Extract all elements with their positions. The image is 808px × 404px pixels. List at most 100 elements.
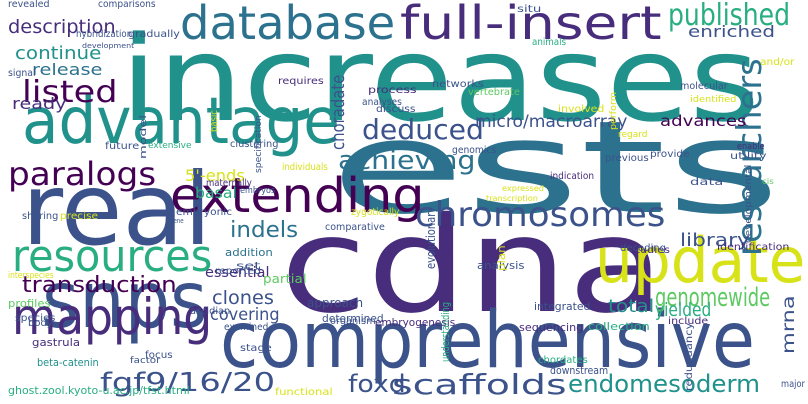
cloud-word: published	[668, 0, 790, 33]
cloud-word: networks	[432, 79, 484, 90]
cloud-word: continue	[15, 43, 102, 64]
cloud-word: embryos	[240, 186, 276, 196]
cloud-word: release	[32, 60, 103, 79]
cloud-word: analysis	[477, 259, 525, 272]
cloud-word: regard	[618, 130, 648, 140]
cloud-word: zygotically	[351, 207, 400, 218]
cloud-word: ghost.zool.kyoto-u.ac.jp/tfst.html	[8, 384, 190, 397]
cloud-word: covering	[210, 305, 280, 325]
cloud-word: interspecies	[8, 271, 54, 281]
cloud-word: choradate	[328, 74, 349, 150]
cloud-word: individuals	[282, 162, 328, 173]
cloud-word: cis	[762, 177, 774, 186]
cloud-word: clustering	[230, 139, 279, 150]
cloud-word: set	[236, 261, 261, 272]
cloud-word: endomesoderm	[568, 370, 761, 398]
cloud-word: integrated	[534, 300, 591, 313]
cloud-word: basal	[195, 184, 237, 202]
cloud-word: perform	[609, 92, 619, 130]
cloud-word: focus	[145, 350, 173, 361]
cloud-word: resources	[12, 231, 213, 282]
cloud-word: factor	[130, 356, 161, 366]
cloud-word: examined	[224, 322, 269, 333]
cloud-word: listed	[22, 75, 118, 110]
cloud-word: library	[680, 230, 750, 251]
cloud-word: analyses	[362, 97, 402, 108]
cloud-word: future	[105, 141, 140, 152]
cloud-word: embryogenesis	[375, 316, 456, 329]
cloud-word: animals	[532, 37, 567, 48]
cloud-word: advantage	[22, 85, 340, 159]
cloud-word: signal	[8, 68, 36, 79]
cloud-word: downstream	[550, 364, 609, 377]
cloud-word: previous	[605, 153, 649, 164]
cloud-word: sharing	[22, 211, 59, 222]
cloud-word: process	[368, 85, 417, 96]
cloud-word: extending	[170, 168, 425, 224]
cloud-word: yielded	[655, 299, 712, 321]
cloud-word: database	[180, 0, 396, 50]
cloud-word: micro/macroarray	[475, 112, 628, 132]
cloud-word: expressed	[502, 184, 544, 193]
cloud-word: comprehensive	[220, 296, 756, 386]
cloud-word: beta-catenin	[37, 356, 99, 369]
cloud-word: understanding	[439, 302, 452, 362]
cloud-word: reported	[215, 266, 262, 277]
cloud-word: vertebrate	[468, 87, 520, 98]
cloud-word: ests	[330, 94, 781, 243]
cloud-word: requires	[278, 76, 324, 87]
cloud-word: transduction	[22, 273, 177, 298]
cloud-word: species	[15, 313, 56, 324]
cloud-word: decoding	[620, 243, 666, 254]
cloud-word: paralogs	[8, 155, 157, 193]
cloud-word: identification	[717, 242, 790, 253]
cloud-word: description	[8, 16, 116, 38]
cloud-word: advances	[660, 112, 747, 130]
cloud-word: comparisons	[98, 0, 156, 10]
cloud-word: enriched	[688, 22, 775, 41]
cloud-word: mapping	[12, 288, 213, 346]
cloud-word: hybridization	[76, 29, 133, 40]
cloud-word: profiles	[8, 297, 51, 310]
cloud-word: basic	[209, 110, 220, 132]
cloud-word: approach	[307, 296, 364, 310]
cloud-word: partial	[263, 272, 307, 286]
cloud-word: include	[668, 316, 709, 327]
cloud-word: transcription	[486, 194, 538, 203]
cloud-word: situ	[517, 4, 542, 15]
cloud-word: chordates	[538, 355, 588, 366]
cloud-word: embryonic	[176, 207, 233, 218]
cloud-word: ready	[12, 94, 67, 113]
cloud-word: real	[22, 151, 212, 268]
cloud-word: 5'-ends	[185, 166, 245, 185]
cloud-word: comparative	[325, 222, 385, 233]
cloud-word: addition	[225, 246, 273, 259]
cloud-word: total	[608, 296, 655, 317]
cloud-word: mrna	[779, 295, 799, 354]
cloud-word: precise	[60, 211, 99, 222]
cloud-word: collection	[588, 320, 650, 333]
cloud-word: model	[139, 114, 149, 159]
cloud-word: indication	[550, 171, 595, 182]
cloud-word: studies	[630, 245, 670, 256]
cloud-word: scaffolds	[392, 368, 567, 401]
cloud-word: body	[28, 318, 53, 329]
cloud-word: indels	[230, 218, 299, 243]
cloud-word: discuss	[376, 104, 416, 115]
cloud-word: snps	[42, 256, 208, 346]
cloud-word: genomics	[452, 145, 497, 156]
cloud-word: clones	[212, 287, 274, 309]
cloud-word: revealed	[8, 0, 50, 10]
cloud-word: molecular	[680, 81, 728, 92]
cloud-word: evolutionary	[424, 206, 438, 269]
cloud-word: and/or	[760, 57, 795, 68]
cloud-word: development	[82, 42, 135, 50]
cloud-word: stage	[240, 343, 272, 354]
cloud-word: identified	[690, 95, 737, 105]
cloud-word: sequencing	[519, 321, 584, 334]
cloud-word: deduced	[362, 113, 484, 146]
cloud-word: maternally	[206, 178, 252, 189]
cloud-word: full-insert	[400, 0, 662, 50]
cloud-word: specification	[254, 115, 264, 173]
